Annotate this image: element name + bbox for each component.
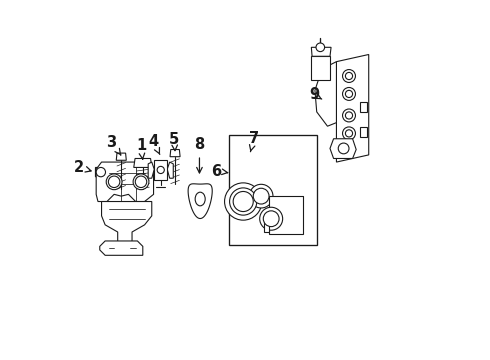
Circle shape xyxy=(224,183,262,220)
Text: 5: 5 xyxy=(169,132,179,150)
Polygon shape xyxy=(116,153,126,160)
Polygon shape xyxy=(101,202,152,248)
Polygon shape xyxy=(167,162,173,178)
Circle shape xyxy=(108,176,120,188)
Text: 7: 7 xyxy=(249,131,259,152)
Polygon shape xyxy=(330,139,356,158)
Circle shape xyxy=(253,188,269,204)
Polygon shape xyxy=(134,158,152,167)
Circle shape xyxy=(260,207,283,230)
Polygon shape xyxy=(96,167,107,180)
Circle shape xyxy=(345,112,353,119)
Polygon shape xyxy=(154,160,167,180)
Polygon shape xyxy=(170,149,180,157)
Polygon shape xyxy=(148,162,154,178)
Polygon shape xyxy=(315,62,337,126)
Text: 6: 6 xyxy=(212,163,228,179)
Circle shape xyxy=(343,127,355,140)
Circle shape xyxy=(316,43,324,51)
Circle shape xyxy=(249,184,273,208)
Text: 2: 2 xyxy=(74,160,91,175)
Circle shape xyxy=(133,174,149,190)
Circle shape xyxy=(343,87,355,100)
Circle shape xyxy=(343,69,355,82)
Polygon shape xyxy=(311,47,331,56)
Circle shape xyxy=(135,176,147,188)
Circle shape xyxy=(343,109,355,122)
Circle shape xyxy=(106,174,122,190)
Ellipse shape xyxy=(195,192,205,206)
Text: 9: 9 xyxy=(309,87,322,102)
Circle shape xyxy=(96,167,105,177)
Polygon shape xyxy=(96,162,153,202)
Circle shape xyxy=(233,192,253,212)
Circle shape xyxy=(345,130,353,137)
Text: 3: 3 xyxy=(106,135,121,155)
Circle shape xyxy=(345,72,353,80)
Polygon shape xyxy=(100,241,143,255)
Circle shape xyxy=(263,211,279,226)
Bar xyxy=(311,56,330,80)
Text: 8: 8 xyxy=(195,138,205,173)
Circle shape xyxy=(338,143,349,154)
Circle shape xyxy=(230,188,257,215)
Text: 4: 4 xyxy=(148,134,160,154)
Bar xyxy=(360,102,367,112)
Bar xyxy=(360,127,367,137)
Bar xyxy=(229,135,317,244)
Polygon shape xyxy=(337,54,368,162)
Circle shape xyxy=(157,166,164,174)
Polygon shape xyxy=(188,184,212,219)
Polygon shape xyxy=(264,220,270,232)
Circle shape xyxy=(345,90,353,98)
Bar xyxy=(270,196,303,234)
Text: 1: 1 xyxy=(136,139,146,159)
